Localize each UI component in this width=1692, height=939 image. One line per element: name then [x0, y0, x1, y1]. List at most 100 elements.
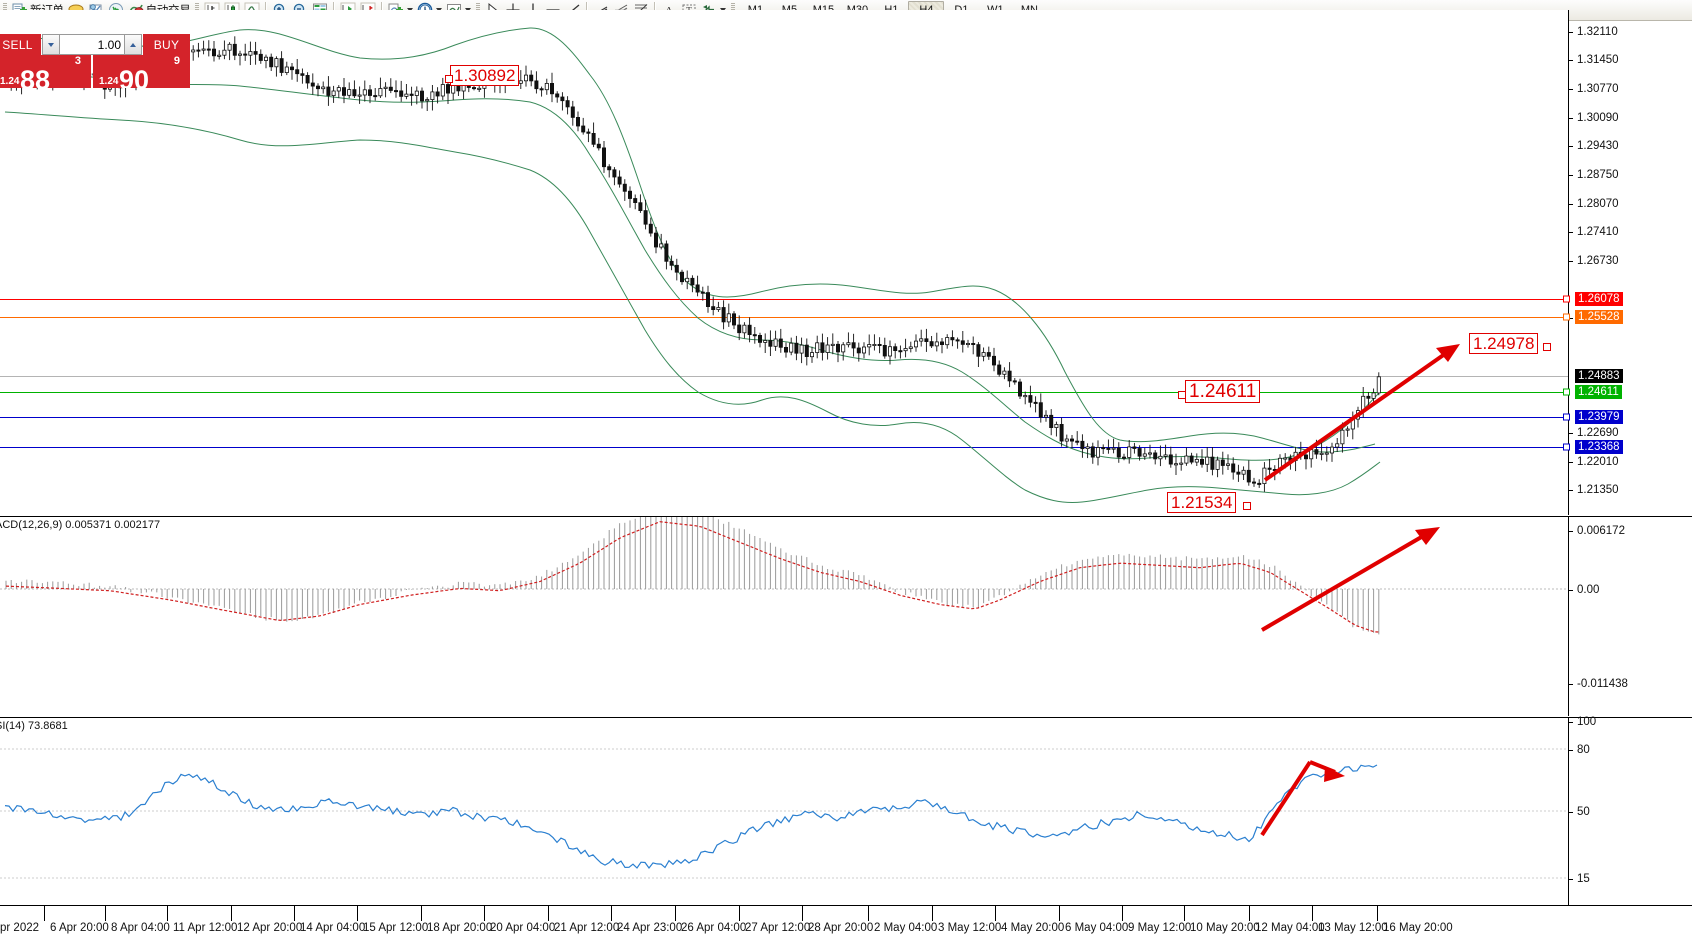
price-tick	[1569, 146, 1573, 147]
price-tick	[1569, 318, 1573, 319]
time-tick-label: 2 May 04:00	[874, 922, 938, 934]
price-tag-1.24883[interactable]: 1.24883	[1575, 369, 1623, 383]
price-tick	[1569, 32, 1573, 33]
macd-tick-label: 0.006172	[1577, 525, 1625, 537]
rsi-panel[interactable]: SI(14) 73.8681	[0, 717, 1568, 906]
time-tick	[1312, 906, 1313, 921]
time-tick-label: 9 May 12:00	[1128, 922, 1192, 934]
buy-price-block[interactable]: 1.24 90 9	[93, 55, 190, 88]
price-tick	[1569, 261, 1573, 262]
time-tick-label: 13 May 12:00	[1318, 922, 1388, 934]
time-tick	[105, 906, 106, 921]
time-tick-label: 6 Apr 20:00	[50, 922, 109, 934]
price-level-line-1.24611[interactable]	[0, 392, 1568, 393]
annotation-support[interactable]: 1.24611	[1185, 380, 1261, 403]
sell-price-block[interactable]: 1.24 88 3	[0, 55, 91, 88]
macd-value-axis[interactable]: 0.006172 0.00 -0.011438	[1568, 516, 1692, 716]
volume-value[interactable]: 1.00	[60, 35, 124, 54]
buy-button[interactable]: BUY	[143, 34, 190, 55]
macd-panel[interactable]: ACD(12,26,9) 0.005371 0.002177	[0, 516, 1568, 717]
annotation-high-handle[interactable]	[445, 75, 453, 83]
price-tick-label: 1.26730	[1577, 255, 1619, 267]
buy-price-prefix: 1.24	[99, 76, 119, 87]
price-level-handle[interactable]	[1563, 313, 1570, 321]
time-tick	[1122, 906, 1123, 921]
annotation-low-handle[interactable]	[1243, 502, 1251, 510]
price-tick-label: 1.31450	[1577, 54, 1619, 66]
one-click-top-row: SELL 1.00 BUY	[0, 34, 190, 55]
price-tick-label: 1.30770	[1577, 83, 1619, 95]
price-tag-1.26078[interactable]: 1.26078	[1575, 292, 1623, 306]
current-price-line	[0, 376, 1568, 377]
rsi-tick-label: 15	[1577, 873, 1590, 885]
rsi-value-axis[interactable]: 100 80 50 15	[1568, 716, 1692, 905]
volume-decrement-button[interactable]	[43, 35, 60, 54]
price-tick-label: 1.22690	[1577, 427, 1619, 439]
sell-button[interactable]: SELL	[0, 34, 41, 55]
macd-label: ACD(12,26,9) 0.005371 0.002177	[0, 519, 161, 531]
sell-price-big: 88	[20, 65, 51, 89]
main-price-axis[interactable]: 1.32110 1.31450 1.30770 1.30090 1.29430 1.287…	[1563, 10, 1692, 515]
time-tick	[484, 906, 485, 921]
time-tick	[1184, 906, 1185, 921]
price-level-line-1.25528[interactable]	[0, 317, 1568, 318]
time-tick	[802, 906, 803, 921]
volume-field[interactable]: 1.00	[42, 34, 142, 55]
macd-tick-label: 0.00	[1577, 584, 1600, 596]
macd-tick-label: -0.011438	[1577, 678, 1628, 690]
time-tick-label: 10 May 20:00	[1190, 922, 1260, 934]
time-tick	[1249, 906, 1250, 921]
time-tick-label: 12 May 04:00	[1255, 922, 1325, 934]
rsi-label: SI(14) 73.8681	[0, 720, 68, 732]
price-level-handle[interactable]	[1563, 295, 1570, 303]
annotation-low[interactable]: 1.21534	[1167, 492, 1237, 513]
time-tick	[868, 906, 869, 921]
time-tick-label: 4 May 20:00	[1001, 922, 1065, 934]
price-tick-label: 1.22010	[1577, 456, 1619, 468]
time-tick-label: 16 May 20:00	[1383, 922, 1453, 934]
rsi-tick-label: 100	[1577, 716, 1597, 728]
rsi-tick	[1569, 750, 1573, 751]
main-chart-panel[interactable]	[0, 10, 1568, 515]
time-tick-label: 20 Apr 04:00	[490, 922, 556, 934]
price-level-line-1.23368[interactable]	[0, 447, 1568, 448]
time-axis[interactable]: pr 2022 6 Apr 20:00 8 Apr 04:00 11 Apr 12:0…	[0, 905, 1692, 939]
price-tag-1.24611[interactable]: 1.24611	[1575, 385, 1622, 399]
buy-price-pip: 9	[173, 55, 180, 67]
price-tick	[1569, 204, 1573, 205]
time-tick	[932, 906, 933, 921]
sell-price-pip: 3	[74, 55, 81, 67]
sell-price-prefix: 1.24	[0, 76, 20, 87]
time-tick-label: 15 Apr 12:00	[363, 922, 429, 934]
one-click-price-row: 1.24 88 3 1.24 90 9	[0, 55, 190, 88]
price-tick	[1569, 462, 1573, 463]
price-tag-1.23979[interactable]: 1.23979	[1575, 410, 1623, 424]
annotation-high[interactable]: 1.30892	[450, 65, 520, 86]
one-click-trading-panel[interactable]: SELL 1.00 BUY 1.24 88 3 1.24 90 9	[0, 34, 190, 88]
time-tick-label: 11 Apr 12:00	[173, 922, 238, 934]
price-level-handle[interactable]	[1563, 443, 1570, 451]
price-tag-1.25528[interactable]: 1.25528	[1575, 310, 1623, 324]
rsi-tick	[1569, 812, 1573, 813]
price-level-line-1.23979[interactable]	[0, 417, 1568, 418]
price-tick-label: 1.30090	[1577, 112, 1619, 124]
price-level-line-1.26078[interactable]	[0, 299, 1568, 300]
annotation-target-handle[interactable]	[1543, 343, 1551, 351]
time-tick	[294, 906, 295, 921]
annotation-support-handle[interactable]	[1178, 391, 1186, 399]
time-tick	[611, 906, 612, 921]
price-tag-1.23368[interactable]: 1.23368	[1575, 440, 1623, 454]
price-level-handle[interactable]	[1563, 413, 1570, 421]
time-tick-label: 24 Apr 23:00	[617, 922, 683, 934]
time-tick-label: 21 Apr 12:00	[554, 922, 620, 934]
price-level-handle[interactable]	[1563, 388, 1570, 396]
time-tick-label: 8 Apr 04:00	[111, 922, 170, 934]
rsi-tick	[1569, 879, 1573, 880]
time-tick-label: 14 Apr 04:00	[300, 922, 366, 934]
volume-increment-button[interactable]	[124, 35, 141, 54]
price-tick	[1569, 60, 1573, 61]
price-tick	[1569, 175, 1573, 176]
annotation-target[interactable]: 1.24978	[1469, 333, 1539, 354]
price-tick-label: 1.32110	[1577, 26, 1618, 38]
time-tick	[548, 906, 549, 921]
